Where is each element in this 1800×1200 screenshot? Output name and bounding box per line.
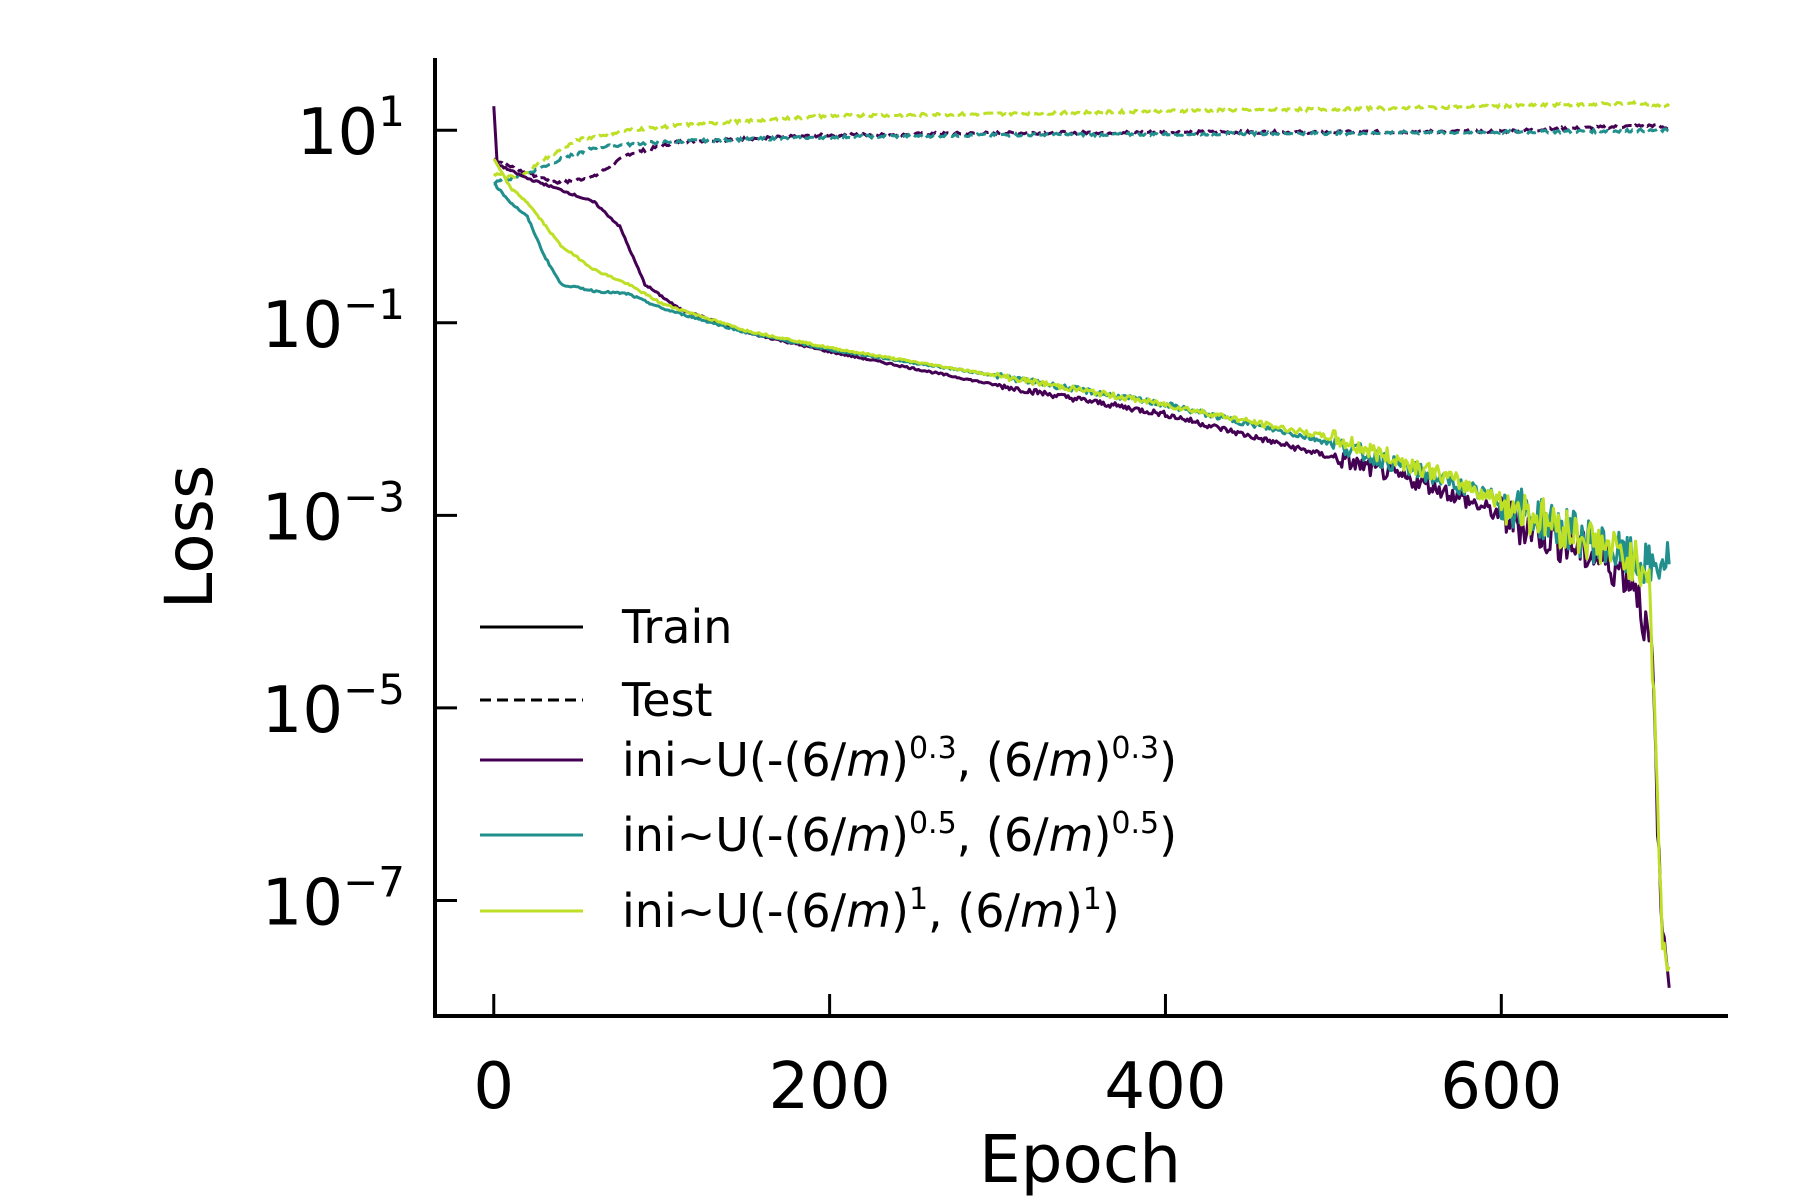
legend-series-label: ini~U(-(6/m)1, (6/m)1) — [622, 882, 1120, 938]
y-axis-title: Loss — [151, 465, 228, 610]
x-tick-label: 400 — [1104, 1050, 1226, 1124]
x-tick-label: 0 — [473, 1050, 514, 1124]
test-line-series-1 — [493, 126, 1670, 185]
test-line-series-2 — [492, 99, 1671, 180]
y-tick-label: 10−7 — [262, 857, 405, 940]
legend-series-label: ini~U(-(6/m)0.3, (6/m)0.3) — [622, 731, 1177, 787]
legend-series-label: ini~U(-(6/m)0.5, (6/m)0.5) — [622, 806, 1177, 862]
y-tick-label: 10−3 — [262, 472, 405, 555]
y-tick-label: 10−1 — [262, 280, 405, 363]
x-ticks: 0 200 400 600 — [473, 994, 1562, 1124]
legend-series: ini~U(-(6/m)0.3, (6/m)0.3) ini~U(-(6/m)0.… — [480, 731, 1177, 938]
x-tick-label: 600 — [1440, 1050, 1562, 1124]
y-tick-label: 101 — [297, 87, 405, 170]
legend-train-label: Train — [621, 600, 732, 654]
train-line-series-1 — [493, 182, 1671, 584]
legend-test-label: Test — [621, 673, 713, 727]
x-axis-title: Epoch — [979, 1121, 1181, 1198]
plot-lines — [492, 99, 1671, 988]
axes — [433, 58, 1728, 1018]
legend: Train Test ini~U(-(6/m)0.3, (6/m)0.3)ini… — [480, 600, 1177, 938]
x-tick-label: 200 — [769, 1050, 891, 1124]
y-ticks: 101 10−1 10−3 10−5 10−7 — [262, 87, 457, 940]
y-tick-label: 10−5 — [262, 665, 405, 748]
train-line-series-2 — [492, 158, 1671, 972]
